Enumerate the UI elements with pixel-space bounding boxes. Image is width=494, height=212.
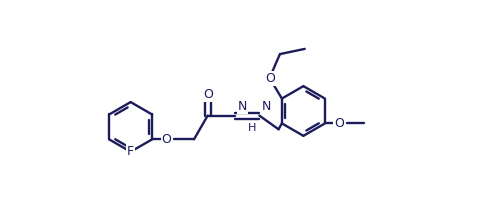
Text: O: O bbox=[203, 88, 212, 101]
Text: H: H bbox=[248, 123, 256, 133]
Text: F: F bbox=[127, 145, 134, 158]
Text: N: N bbox=[238, 100, 247, 113]
Text: N: N bbox=[261, 100, 271, 113]
Text: O: O bbox=[334, 117, 344, 130]
Text: O: O bbox=[265, 73, 275, 85]
Text: O: O bbox=[162, 133, 171, 146]
